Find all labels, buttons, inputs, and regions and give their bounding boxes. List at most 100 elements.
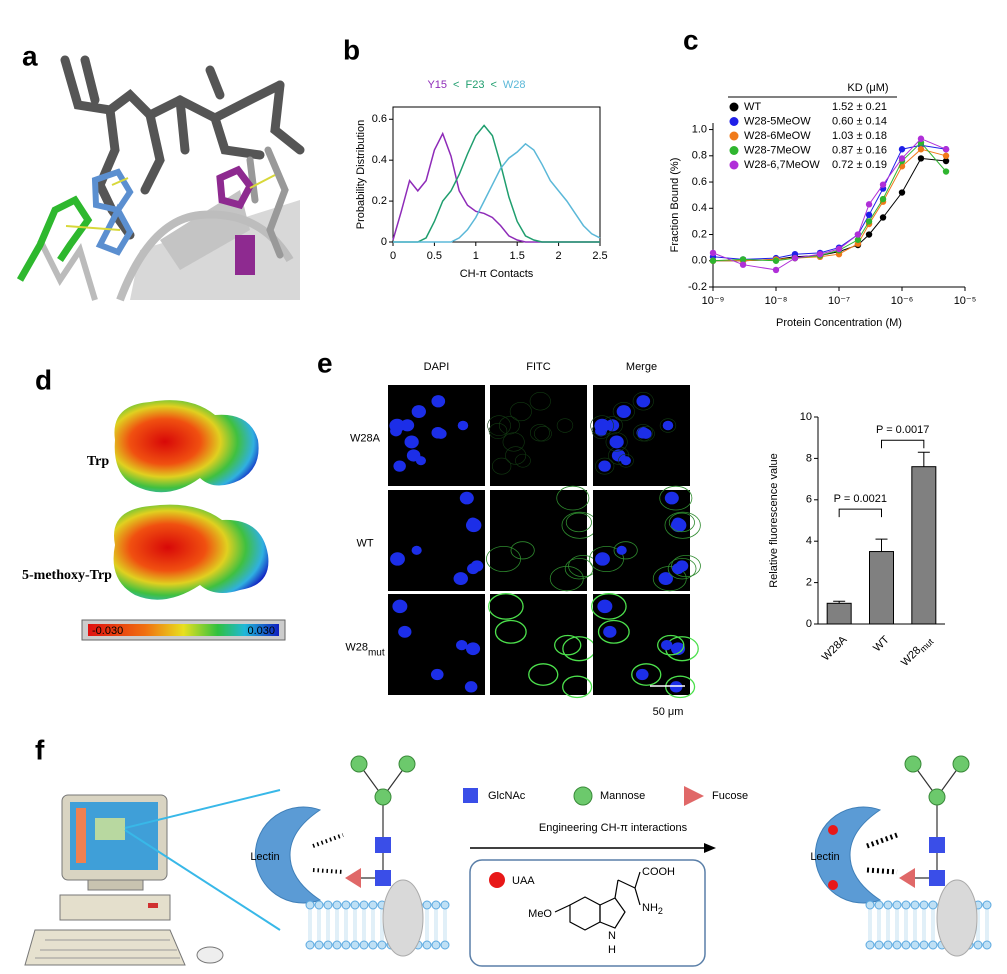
- ch-pi-contact: [312, 833, 344, 848]
- micrograph: [590, 385, 690, 486]
- x-tick-label: 1: [473, 250, 479, 262]
- data-point: [942, 152, 950, 159]
- nucleus: [598, 460, 611, 472]
- title-separator: <: [490, 79, 496, 91]
- nucleus: [411, 405, 426, 419]
- y-tick-label: 1.0: [692, 123, 707, 135]
- cell-membrane: [671, 554, 701, 578]
- lipid-head: [874, 940, 884, 950]
- lipid-head: [883, 940, 893, 950]
- data-point: [879, 214, 887, 221]
- cell-membrane: [632, 392, 654, 411]
- series-line: [393, 142, 601, 243]
- lipid-tail: [886, 909, 890, 941]
- x-tick-label: W28mut: [899, 633, 936, 670]
- fit-line: [712, 144, 947, 260]
- lipid-head: [431, 900, 441, 910]
- fucose: [345, 868, 361, 888]
- data-point: [942, 146, 950, 153]
- glcnac-icon: [463, 788, 478, 803]
- x-tick-label: 10⁻⁵: [954, 295, 977, 307]
- x-tick-label: 2.5: [592, 250, 607, 262]
- cell-membrane: [668, 512, 695, 533]
- x-tick-label: 10⁻⁷: [828, 295, 850, 307]
- x-tick-label: WT: [871, 633, 892, 654]
- uaa-site: [828, 880, 838, 890]
- cell-membrane: [529, 392, 551, 411]
- lipid-tail: [434, 909, 438, 941]
- lipid-head: [431, 940, 441, 950]
- fucose: [899, 868, 915, 888]
- ch-pi-contact: [312, 868, 344, 874]
- cell-membrane: [597, 619, 630, 644]
- nucleus: [415, 456, 426, 466]
- cell-membrane: [632, 424, 653, 442]
- legend-marker: [729, 146, 739, 155]
- nucleus: [467, 563, 480, 575]
- glycan-bonds: [912, 763, 962, 880]
- panel-label: b: [343, 34, 360, 65]
- kd-label: 1.03 ± 0.18: [832, 130, 887, 142]
- cell-membrane: [605, 432, 628, 452]
- lipid-head: [323, 940, 333, 950]
- cell-membrane: [591, 593, 627, 620]
- lipid-tail: [353, 909, 357, 941]
- y-tick-label: 0.4: [692, 202, 707, 214]
- legend-entry: Fucose: [712, 790, 748, 802]
- nucleus: [597, 599, 613, 614]
- lipid-head: [973, 940, 983, 950]
- row-sub: mut: [368, 647, 385, 658]
- nucleus: [594, 418, 610, 433]
- lipid-head: [892, 940, 902, 950]
- colorbar-label: 0.030: [247, 625, 275, 637]
- legend-entry: W28: [503, 79, 526, 91]
- y-tick-label: 0.6: [692, 176, 707, 188]
- micrograph: [488, 593, 596, 699]
- lipid-head: [901, 940, 911, 950]
- lipid-tail: [362, 909, 366, 941]
- x-tick-label: 10⁻⁸: [765, 295, 788, 307]
- glcnac: [929, 870, 945, 886]
- legend-entry: W28-5MeOW: [744, 115, 811, 127]
- lipid-head: [982, 940, 992, 950]
- nucleus: [459, 491, 474, 505]
- lipid-tail: [425, 909, 429, 941]
- micrograph: [486, 485, 598, 592]
- micrograph-bg: [388, 490, 485, 591]
- data-point: [835, 245, 843, 253]
- column-header: DAPI: [424, 361, 450, 373]
- error-bar: [833, 600, 846, 604]
- nucleus: [457, 420, 469, 431]
- nucleus: [603, 625, 617, 638]
- uaa-site: [828, 825, 838, 835]
- mannose: [398, 755, 416, 773]
- lectin-label: Lectin: [810, 851, 839, 863]
- row-label: W28A: [350, 432, 381, 444]
- lipid-head: [440, 900, 450, 910]
- nucleus: [672, 563, 685, 575]
- lipid-head: [883, 900, 893, 910]
- structure-image: [16, 55, 305, 302]
- data-point: [739, 261, 747, 268]
- y-tick-label: 4: [806, 535, 812, 547]
- lectin-label: Lectin: [250, 851, 279, 863]
- nucleus: [464, 681, 478, 693]
- lipid-head: [368, 900, 378, 910]
- ch-pi-contact: [866, 867, 898, 875]
- series-line: [393, 124, 600, 243]
- panel-label: f: [35, 734, 45, 765]
- mannose: [928, 788, 946, 806]
- cell-membrane: [528, 663, 559, 686]
- y-tick-label: 8: [806, 452, 812, 464]
- nucleus: [411, 545, 422, 555]
- lipid-head: [332, 940, 342, 950]
- error-bar: [917, 451, 930, 467]
- kd-label: 0.60 ± 0.14: [832, 115, 887, 127]
- x-tick-label: W28A: [820, 633, 850, 663]
- significance-bracket: [881, 439, 925, 449]
- lipid-head: [910, 900, 920, 910]
- error-bar: [875, 538, 888, 552]
- column-header: Merge: [626, 361, 657, 373]
- nucleus: [664, 491, 679, 505]
- nucleus: [616, 545, 627, 555]
